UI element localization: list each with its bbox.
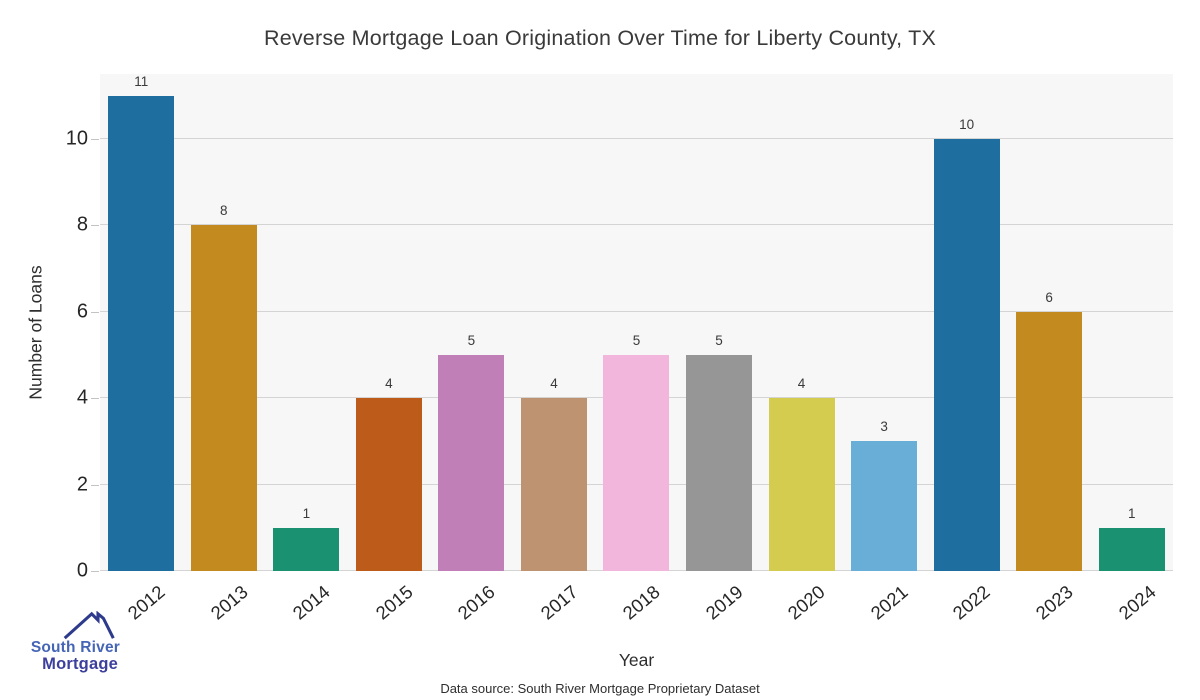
bar-slot-2024: 1 <box>1090 74 1173 571</box>
bar-slot-2015: 4 <box>348 74 431 571</box>
y-tick-label-8: 8 <box>76 213 88 236</box>
bar-2020 <box>768 398 835 571</box>
bar-value-label-2024: 1 <box>1127 505 1136 521</box>
bar-value-label-2022: 10 <box>959 116 975 132</box>
bar-value-label-2013: 8 <box>220 203 228 219</box>
bar-slot-2023: 6 <box>1008 74 1091 571</box>
bar-slot-2012: 11 <box>100 74 183 571</box>
bar-slot-2013: 8 <box>183 74 266 571</box>
y-tick-mark <box>91 398 99 400</box>
bar-2022 <box>933 138 1000 571</box>
bar-2017 <box>520 398 587 571</box>
bar-value-label-2020: 4 <box>797 376 806 392</box>
bar-value-label-2012: 11 <box>134 73 149 89</box>
bar-2016 <box>438 354 505 571</box>
house-roof-icon <box>63 611 115 640</box>
bar-2015 <box>355 398 422 571</box>
bar-2012 <box>108 95 175 571</box>
bar-value-label-2019: 5 <box>715 332 723 348</box>
y-tick-label-6: 6 <box>76 300 88 323</box>
y-tick-mark <box>91 484 99 486</box>
bar-2014 <box>273 527 340 571</box>
bar-value-label-2014: 1 <box>302 505 311 521</box>
bar-2021 <box>851 441 918 571</box>
y-tick-label-2: 2 <box>76 473 88 496</box>
bar-2018 <box>603 354 670 571</box>
y-tick-label-4: 4 <box>76 386 88 409</box>
y-tick-label-10: 10 <box>65 127 88 150</box>
bar-slot-2018: 5 <box>595 74 678 571</box>
y-tick-mark <box>91 311 99 313</box>
bar-slot-2022: 10 <box>925 74 1008 571</box>
gridline-y-6 <box>100 310 1173 312</box>
gridline-y-10 <box>100 137 1173 139</box>
logo-line1: South River <box>30 639 120 656</box>
x-axis-title: Year <box>618 650 655 670</box>
bar-value-label-2018: 5 <box>632 332 641 348</box>
y-tick-mark <box>91 225 99 227</box>
bar-value-label-2017: 4 <box>550 376 558 392</box>
y-tick-mark <box>91 571 99 572</box>
bar-slot-2021: 3 <box>843 74 926 571</box>
logo-line2: Mortgage <box>42 655 118 673</box>
bar-slot-2014: 1 <box>265 74 348 571</box>
bar-slot-2016: 5 <box>430 74 513 571</box>
bar-2019 <box>686 354 753 571</box>
bar-value-label-2021: 3 <box>880 419 888 435</box>
data-source-note: Data source: South River Mortgage Propri… <box>440 681 760 696</box>
gridline-y-8 <box>100 224 1173 226</box>
bar-slot-2019: 5 <box>678 74 761 571</box>
bar-value-label-2015: 4 <box>385 376 393 392</box>
chart-title: Reverse Mortgage Loan Origination Over T… <box>263 26 937 50</box>
y-tick-mark <box>91 138 99 140</box>
bar-2024 <box>1098 527 1165 571</box>
bar-2023 <box>1016 311 1083 571</box>
bar-slot-2017: 4 <box>513 74 596 571</box>
y-tick-label-0: 0 <box>76 559 88 582</box>
bar-2013 <box>190 225 257 571</box>
bar-value-label-2023: 6 <box>1045 289 1053 305</box>
logo-text: South River Mortgage <box>20 639 120 673</box>
bar-value-label-2016: 5 <box>467 332 476 348</box>
bar-slot-2020: 4 <box>760 74 843 571</box>
plot-area: 11 8 1 4 5 4 5 5 4 3 10 6 1 <box>100 74 1173 571</box>
